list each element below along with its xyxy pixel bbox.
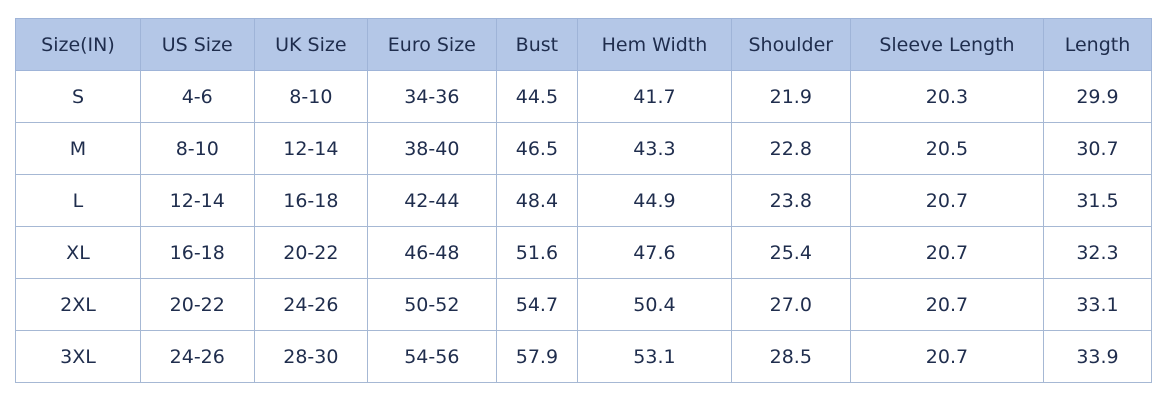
table-cell: 46.5 xyxy=(495,122,579,175)
table-cell: 42-44 xyxy=(367,174,497,227)
size-chart-table: Size(IN) US Size UK Size Euro Size Bust Hem W… xyxy=(15,18,1152,383)
header-cell-us-size: US Size xyxy=(139,18,255,71)
table-cell: 22.8 xyxy=(730,122,851,175)
table-cell: 41.7 xyxy=(577,70,732,123)
table-cell: 29.9 xyxy=(1043,70,1152,123)
size-chart-body: S 4-6 8-10 34-36 44.5 41.7 21.9 20.3 29.9 M 8-10 12… xyxy=(15,70,1152,383)
table-cell: 33.1 xyxy=(1043,278,1152,331)
table-cell: 44.9 xyxy=(577,174,732,227)
table-cell: 24-26 xyxy=(139,330,255,383)
table-cell: 20-22 xyxy=(139,278,255,331)
table-cell: 16-18 xyxy=(253,174,369,227)
table-cell: 50.4 xyxy=(577,278,732,331)
table-row-l: L 12-14 16-18 42-44 48.4 44.9 23.8 20.7 31.5 xyxy=(15,174,1152,227)
table-row-s: S 4-6 8-10 34-36 44.5 41.7 21.9 20.3 29.9 xyxy=(15,70,1152,123)
table-cell: 53.1 xyxy=(577,330,732,383)
size-label-cell: S xyxy=(15,70,141,123)
table-cell: 46-48 xyxy=(367,226,497,279)
table-cell: 50-52 xyxy=(367,278,497,331)
table-cell: 54-56 xyxy=(367,330,497,383)
table-cell: 20.5 xyxy=(849,122,1045,175)
table-cell: 47.6 xyxy=(577,226,732,279)
header-cell-sleeve-length: Sleeve Length xyxy=(849,18,1045,71)
table-cell: 20.7 xyxy=(849,330,1045,383)
table-cell: 54.7 xyxy=(495,278,579,331)
table-cell: 28-30 xyxy=(253,330,369,383)
table-cell: 16-18 xyxy=(139,226,255,279)
table-cell: 31.5 xyxy=(1043,174,1152,227)
size-label-cell: XL xyxy=(15,226,141,279)
table-cell: 25.4 xyxy=(730,226,851,279)
table-row-m: M 8-10 12-14 38-40 46.5 43.3 22.8 20.5 30.7 xyxy=(15,122,1152,175)
table-cell: 23.8 xyxy=(730,174,851,227)
table-row-3xl: 3XL 24-26 28-30 54-56 57.9 53.1 28.5 20.7 33.9 xyxy=(15,330,1152,383)
table-cell: 28.5 xyxy=(730,330,851,383)
header-cell-uk-size: UK Size xyxy=(253,18,369,71)
table-cell: 33.9 xyxy=(1043,330,1152,383)
table-row-xl: XL 16-18 20-22 46-48 51.6 47.6 25.4 20.7 32.3 xyxy=(15,226,1152,279)
size-label-cell: M xyxy=(15,122,141,175)
header-cell-shoulder: Shoulder xyxy=(730,18,851,71)
size-label-cell: 3XL xyxy=(15,330,141,383)
table-cell: 4-6 xyxy=(139,70,255,123)
table-cell: 20.7 xyxy=(849,174,1045,227)
header-cell-length: Length xyxy=(1043,18,1152,71)
table-cell: 30.7 xyxy=(1043,122,1152,175)
table-cell: 57.9 xyxy=(495,330,579,383)
size-label-cell: 2XL xyxy=(15,278,141,331)
table-cell: 27.0 xyxy=(730,278,851,331)
table-cell: 20.3 xyxy=(849,70,1045,123)
size-chart-container: Size(IN) US Size UK Size Euro Size Bust Hem W… xyxy=(15,18,1152,383)
table-cell: 24-26 xyxy=(253,278,369,331)
table-cell: 38-40 xyxy=(367,122,497,175)
header-cell-hem-width: Hem Width xyxy=(577,18,732,71)
header-cell-size-in: Size(IN) xyxy=(15,18,141,71)
table-row-2xl: 2XL 20-22 24-26 50-52 54.7 50.4 27.0 20.7 33.1 xyxy=(15,278,1152,331)
table-cell: 34-36 xyxy=(367,70,497,123)
table-cell: 8-10 xyxy=(139,122,255,175)
size-chart-header: Size(IN) US Size UK Size Euro Size Bust Hem W… xyxy=(15,18,1152,71)
table-cell: 12-14 xyxy=(253,122,369,175)
table-cell: 20.7 xyxy=(849,226,1045,279)
header-cell-euro-size: Euro Size xyxy=(367,18,497,71)
header-row: Size(IN) US Size UK Size Euro Size Bust Hem W… xyxy=(15,18,1152,71)
table-cell: 43.3 xyxy=(577,122,732,175)
table-cell: 48.4 xyxy=(495,174,579,227)
table-cell: 20.7 xyxy=(849,278,1045,331)
table-cell: 21.9 xyxy=(730,70,851,123)
table-cell: 44.5 xyxy=(495,70,579,123)
table-cell: 32.3 xyxy=(1043,226,1152,279)
table-cell: 12-14 xyxy=(139,174,255,227)
header-cell-bust: Bust xyxy=(495,18,579,71)
size-label-cell: L xyxy=(15,174,141,227)
table-cell: 20-22 xyxy=(253,226,369,279)
table-cell: 51.6 xyxy=(495,226,579,279)
table-cell: 8-10 xyxy=(253,70,369,123)
